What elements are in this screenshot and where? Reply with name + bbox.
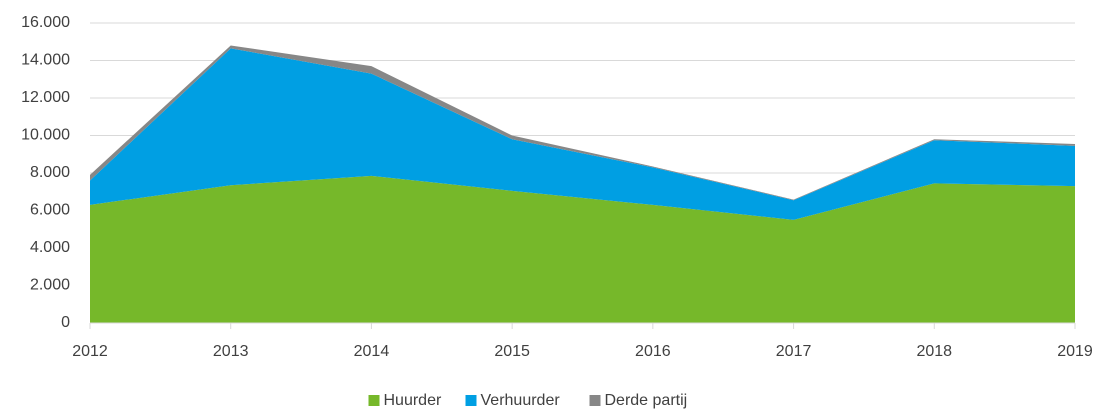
legend-label: Verhuurder — [481, 392, 561, 409]
y-tick-label: 0 — [61, 314, 70, 331]
x-tick-label: 2019 — [1057, 343, 1093, 360]
area — [90, 48, 1075, 220]
x-tick-label: 2016 — [635, 343, 671, 360]
x-tick-label: 2014 — [354, 343, 390, 360]
y-tick-label: 12.000 — [21, 89, 70, 106]
y-tick-label: 10.000 — [21, 127, 70, 144]
legend-swatch — [368, 395, 380, 406]
y-tick-label: 2.000 — [30, 277, 70, 294]
x-tick-label: 2015 — [494, 343, 530, 360]
y-tick-label: 14.000 — [21, 52, 70, 69]
x-tick-label: 2018 — [916, 343, 952, 360]
y-tick-label: 8.000 — [30, 164, 70, 181]
x-tick-label: 2017 — [776, 343, 812, 360]
x-tick-label: 2013 — [213, 343, 249, 360]
legend-swatch — [589, 395, 601, 406]
y-tick-label: 4.000 — [30, 239, 70, 256]
y-tick-label: 6.000 — [30, 202, 70, 219]
legend-swatch — [465, 395, 477, 406]
area — [90, 175, 1075, 323]
x-tick-label: 2012 — [72, 343, 108, 360]
y-tick-label: 16.000 — [21, 14, 70, 31]
legend-label: Huurder — [384, 392, 442, 409]
legend-label: Derde partij — [605, 392, 688, 409]
